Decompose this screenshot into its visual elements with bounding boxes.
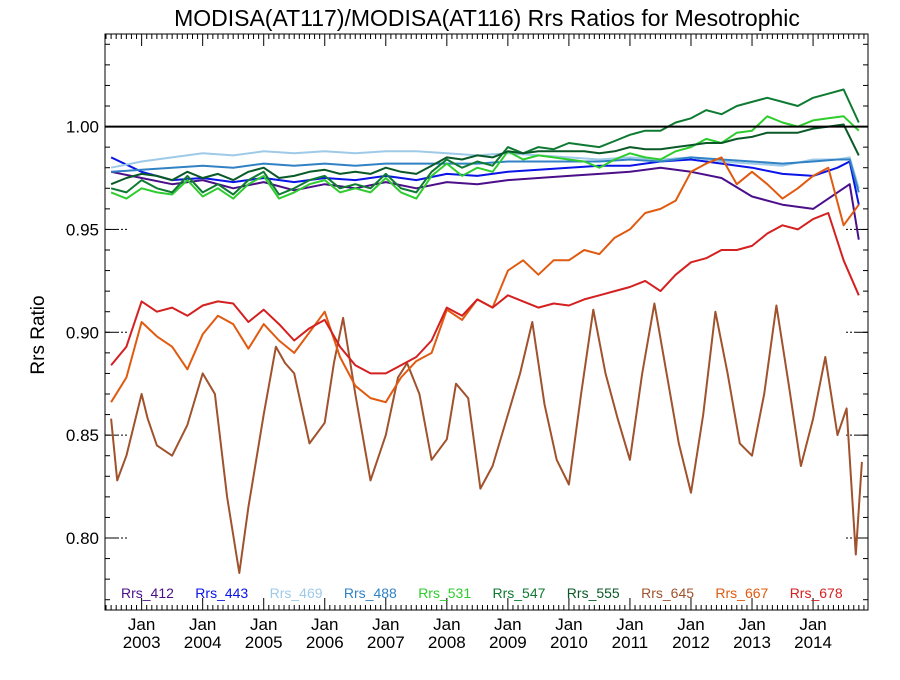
y-tick-label: 0.95 bbox=[66, 220, 99, 239]
series-line-rrs_555 bbox=[110, 123, 860, 186]
x-tick-month-label: Jan bbox=[372, 615, 399, 634]
legend-item-rrs_469: Rrs_469 bbox=[270, 585, 323, 601]
x-tick-month-label: Jan bbox=[738, 615, 765, 634]
x-tick-year-label: 2006 bbox=[306, 633, 344, 652]
x-tick-year-label: 2013 bbox=[733, 633, 771, 652]
x-tick-year-label: 2012 bbox=[672, 633, 710, 652]
x-tick-year-label: 2007 bbox=[367, 633, 405, 652]
legend-item-rrs_488: Rrs_488 bbox=[344, 585, 397, 601]
x-tick-month-label: Jan bbox=[128, 615, 155, 634]
y-tick-label: 0.85 bbox=[66, 426, 99, 445]
series-line-rrs_531 bbox=[110, 115, 860, 200]
x-tick-year-label: 2008 bbox=[428, 633, 466, 652]
legend-item-rrs_443: Rrs_443 bbox=[195, 585, 248, 601]
x-tick-year-label: 2003 bbox=[123, 633, 161, 652]
series-line-rrs_547 bbox=[110, 88, 860, 196]
x-tick-month-label: Jan bbox=[677, 615, 704, 634]
x-tick-year-label: 2014 bbox=[794, 633, 832, 652]
plot-frame bbox=[104, 33, 869, 611]
legend-item-rrs_531: Rrs_531 bbox=[418, 585, 471, 601]
plot-area: 0.800.850.900.951.00Jan2003Jan2004Jan200… bbox=[66, 33, 869, 652]
x-tick-month-label: Jan bbox=[494, 615, 521, 634]
legend-item-rrs_645: Rrs_645 bbox=[641, 585, 694, 601]
y-axis-label: Rrs Ratio bbox=[28, 295, 49, 374]
x-tick-month-label: Jan bbox=[616, 615, 643, 634]
x-tick-month-label: Jan bbox=[433, 615, 460, 634]
series-line-rrs_645 bbox=[110, 302, 863, 574]
legend-item-rrs_667: Rrs_667 bbox=[715, 585, 768, 601]
series-line-rrs_678 bbox=[110, 212, 860, 375]
series-line-rrs_469 bbox=[110, 150, 860, 189]
x-tick-year-label: 2004 bbox=[184, 633, 222, 652]
x-tick-month-label: Jan bbox=[555, 615, 582, 634]
series-line-rrs_488 bbox=[111, 156, 860, 193]
y-tick-label: 0.80 bbox=[66, 529, 99, 548]
legend-item-rrs_547: Rrs_547 bbox=[493, 585, 546, 601]
x-tick-month-label: Jan bbox=[250, 615, 277, 634]
x-tick-month-label: Jan bbox=[311, 615, 338, 634]
x-tick-month-label: Jan bbox=[799, 615, 826, 634]
chart-title: MODISA(AT117)/MODISA(AT116) Rrs Ratios f… bbox=[174, 5, 800, 31]
x-tick-month-label: Jan bbox=[189, 615, 216, 634]
legend-item-rrs_555: Rrs_555 bbox=[567, 585, 620, 601]
series-line-rrs_443 bbox=[110, 156, 860, 205]
series-line-rrs_412 bbox=[110, 166, 860, 240]
series-lines bbox=[110, 88, 863, 574]
legend-item-rrs_678: Rrs_678 bbox=[790, 585, 843, 601]
x-tick-year-label: 2011 bbox=[612, 633, 649, 652]
y-tick-label: 0.90 bbox=[66, 323, 99, 342]
x-tick-year-label: 2005 bbox=[245, 633, 283, 652]
x-tick-year-label: 2009 bbox=[489, 633, 527, 652]
x-tick-year-label: 2010 bbox=[550, 633, 588, 652]
legend-item-rrs_412: Rrs_412 bbox=[121, 585, 174, 601]
y-tick-label: 1.00 bbox=[66, 118, 99, 137]
